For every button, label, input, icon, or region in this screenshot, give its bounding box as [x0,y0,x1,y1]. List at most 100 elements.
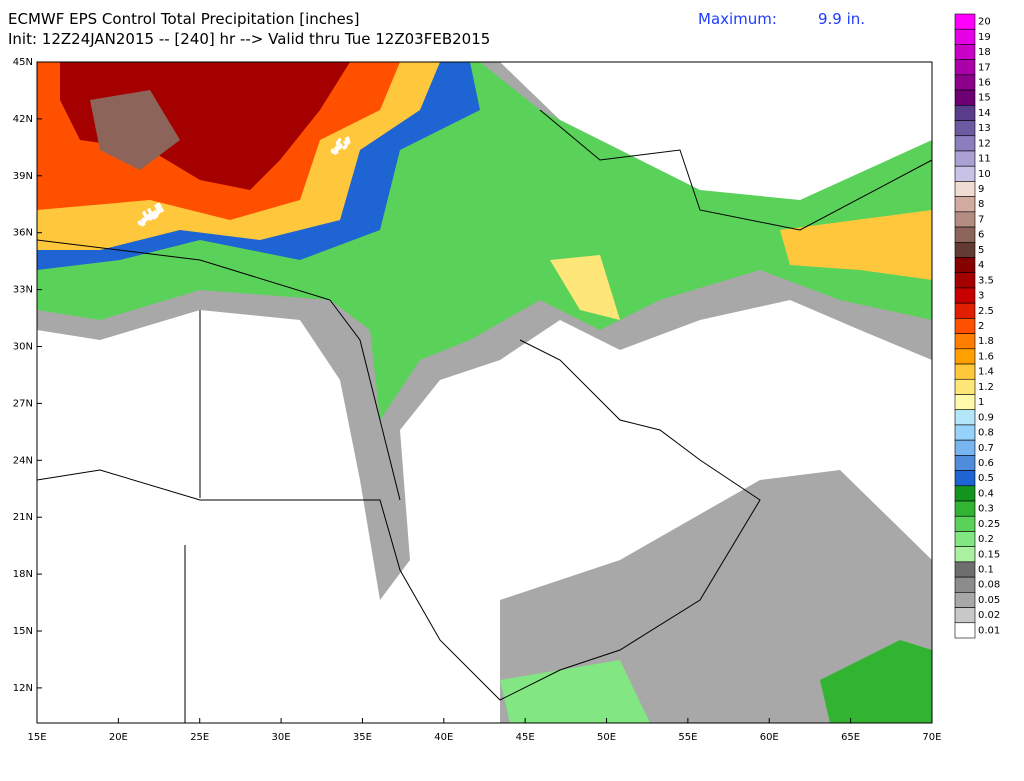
legend-swatch [954,59,976,76]
legend-label: 6 [978,230,984,241]
lat-label: 21N [13,512,33,523]
legend-label: 1.2 [978,382,994,393]
legend-label: 0.08 [978,580,1000,591]
legend-label: 12 [978,138,991,149]
maximum-value: 9.9 in. [818,10,865,28]
lon-label: 20E [109,732,128,743]
legend-label: 15 [978,93,991,104]
lat-label: 33N [13,285,33,296]
legend-label: 0.05 [978,595,1000,606]
legend-swatch [954,363,976,380]
lon-label: 40E [434,732,453,743]
legend-label: 0.15 [978,549,1000,560]
legend-swatch [954,74,976,91]
legend-swatch [954,257,976,274]
legend-label: 13 [978,123,991,134]
legend-swatch [954,333,976,350]
legend-swatch [954,44,976,60]
legend-label: 0.8 [978,428,994,439]
lon-label: 25E [190,732,209,743]
legend-swatch [954,500,976,517]
legend-swatch [954,89,976,106]
legend-swatch [954,424,976,441]
map-field [37,62,932,723]
legend-label: 0.6 [978,458,994,469]
lat-label: 24N [13,455,33,466]
legend-swatch [954,135,976,152]
lat-label: 42N [13,114,33,125]
legend-label: 0.2 [978,534,994,545]
legend-label: 4 [978,260,984,271]
legend-swatch [954,515,976,532]
lon-label: 65E [841,732,860,743]
legend-label: 8 [978,199,984,210]
legend-swatch [954,272,976,289]
legend-swatch [954,181,976,197]
legend-swatch [954,531,976,547]
legend-label: 7 [978,214,984,225]
lat-label: 18N [13,569,33,580]
legend-swatch [954,592,976,608]
legend-label: 14 [978,108,991,119]
maximum-label: Maximum: [698,10,777,28]
legend-swatch [954,28,976,45]
lat-label: 39N [13,171,33,182]
legend-label: 2.5 [978,306,994,317]
legend-swatch [954,120,976,137]
lon-label: 45E [516,732,535,743]
legend-label: 2 [978,321,984,332]
legend-label: 1.4 [978,367,994,378]
legend-swatch [954,196,976,213]
legend-swatch [954,561,976,578]
legend-label: 16 [978,77,991,88]
legend-swatch [954,165,976,182]
legend-swatch [954,211,976,228]
legend-label: 0.3 [978,504,994,515]
legend-label: 1 [978,397,984,408]
legend-label: 0.4 [978,488,994,499]
legend-label: 20 [978,17,991,28]
map-frame [36,61,933,724]
legend-label: 3 [978,291,984,302]
lon-label: 50E [597,732,616,743]
lon-label: 55E [678,732,697,743]
lat-label: 30N [13,342,33,353]
legend-swatch [954,470,976,487]
legend-label: 1.8 [978,336,994,347]
legend-label: 5 [978,245,984,256]
legend-swatch [954,13,976,30]
legend-swatch [954,226,976,243]
legend-swatch [954,546,976,563]
lat-label: 45N [13,57,33,68]
legend-swatch [954,302,976,319]
legend-label: 0.1 [978,565,994,576]
legend-label: 17 [978,62,991,73]
legend-label: 0.25 [978,519,1000,530]
legend-swatch [954,455,976,471]
legend-swatch [954,287,976,304]
legend-label: 0.01 [978,625,1000,636]
legend-swatch [954,607,976,624]
legend-label: 10 [978,169,991,180]
lat-label: 15N [13,626,33,637]
legend-label: 0.7 [978,443,994,454]
legend-swatch [954,105,976,121]
lon-label: 70E [922,732,941,743]
legend-label: 9 [978,184,984,195]
legend-swatch [954,348,976,365]
legend-swatch [954,150,976,167]
legend-swatch [954,394,976,411]
lon-label: 30E [272,732,291,743]
legend-swatch [954,318,976,334]
lon-label: 60E [760,732,779,743]
legend-swatch [954,576,976,593]
lon-label: 35E [353,732,372,743]
legend-swatch [954,241,976,258]
legend-label: 0.5 [978,473,994,484]
legend-label: 0.9 [978,412,994,423]
legend-swatch [954,439,976,456]
lat-label: 36N [13,228,33,239]
legend-swatch [954,485,976,502]
lon-label: 15E [27,732,46,743]
